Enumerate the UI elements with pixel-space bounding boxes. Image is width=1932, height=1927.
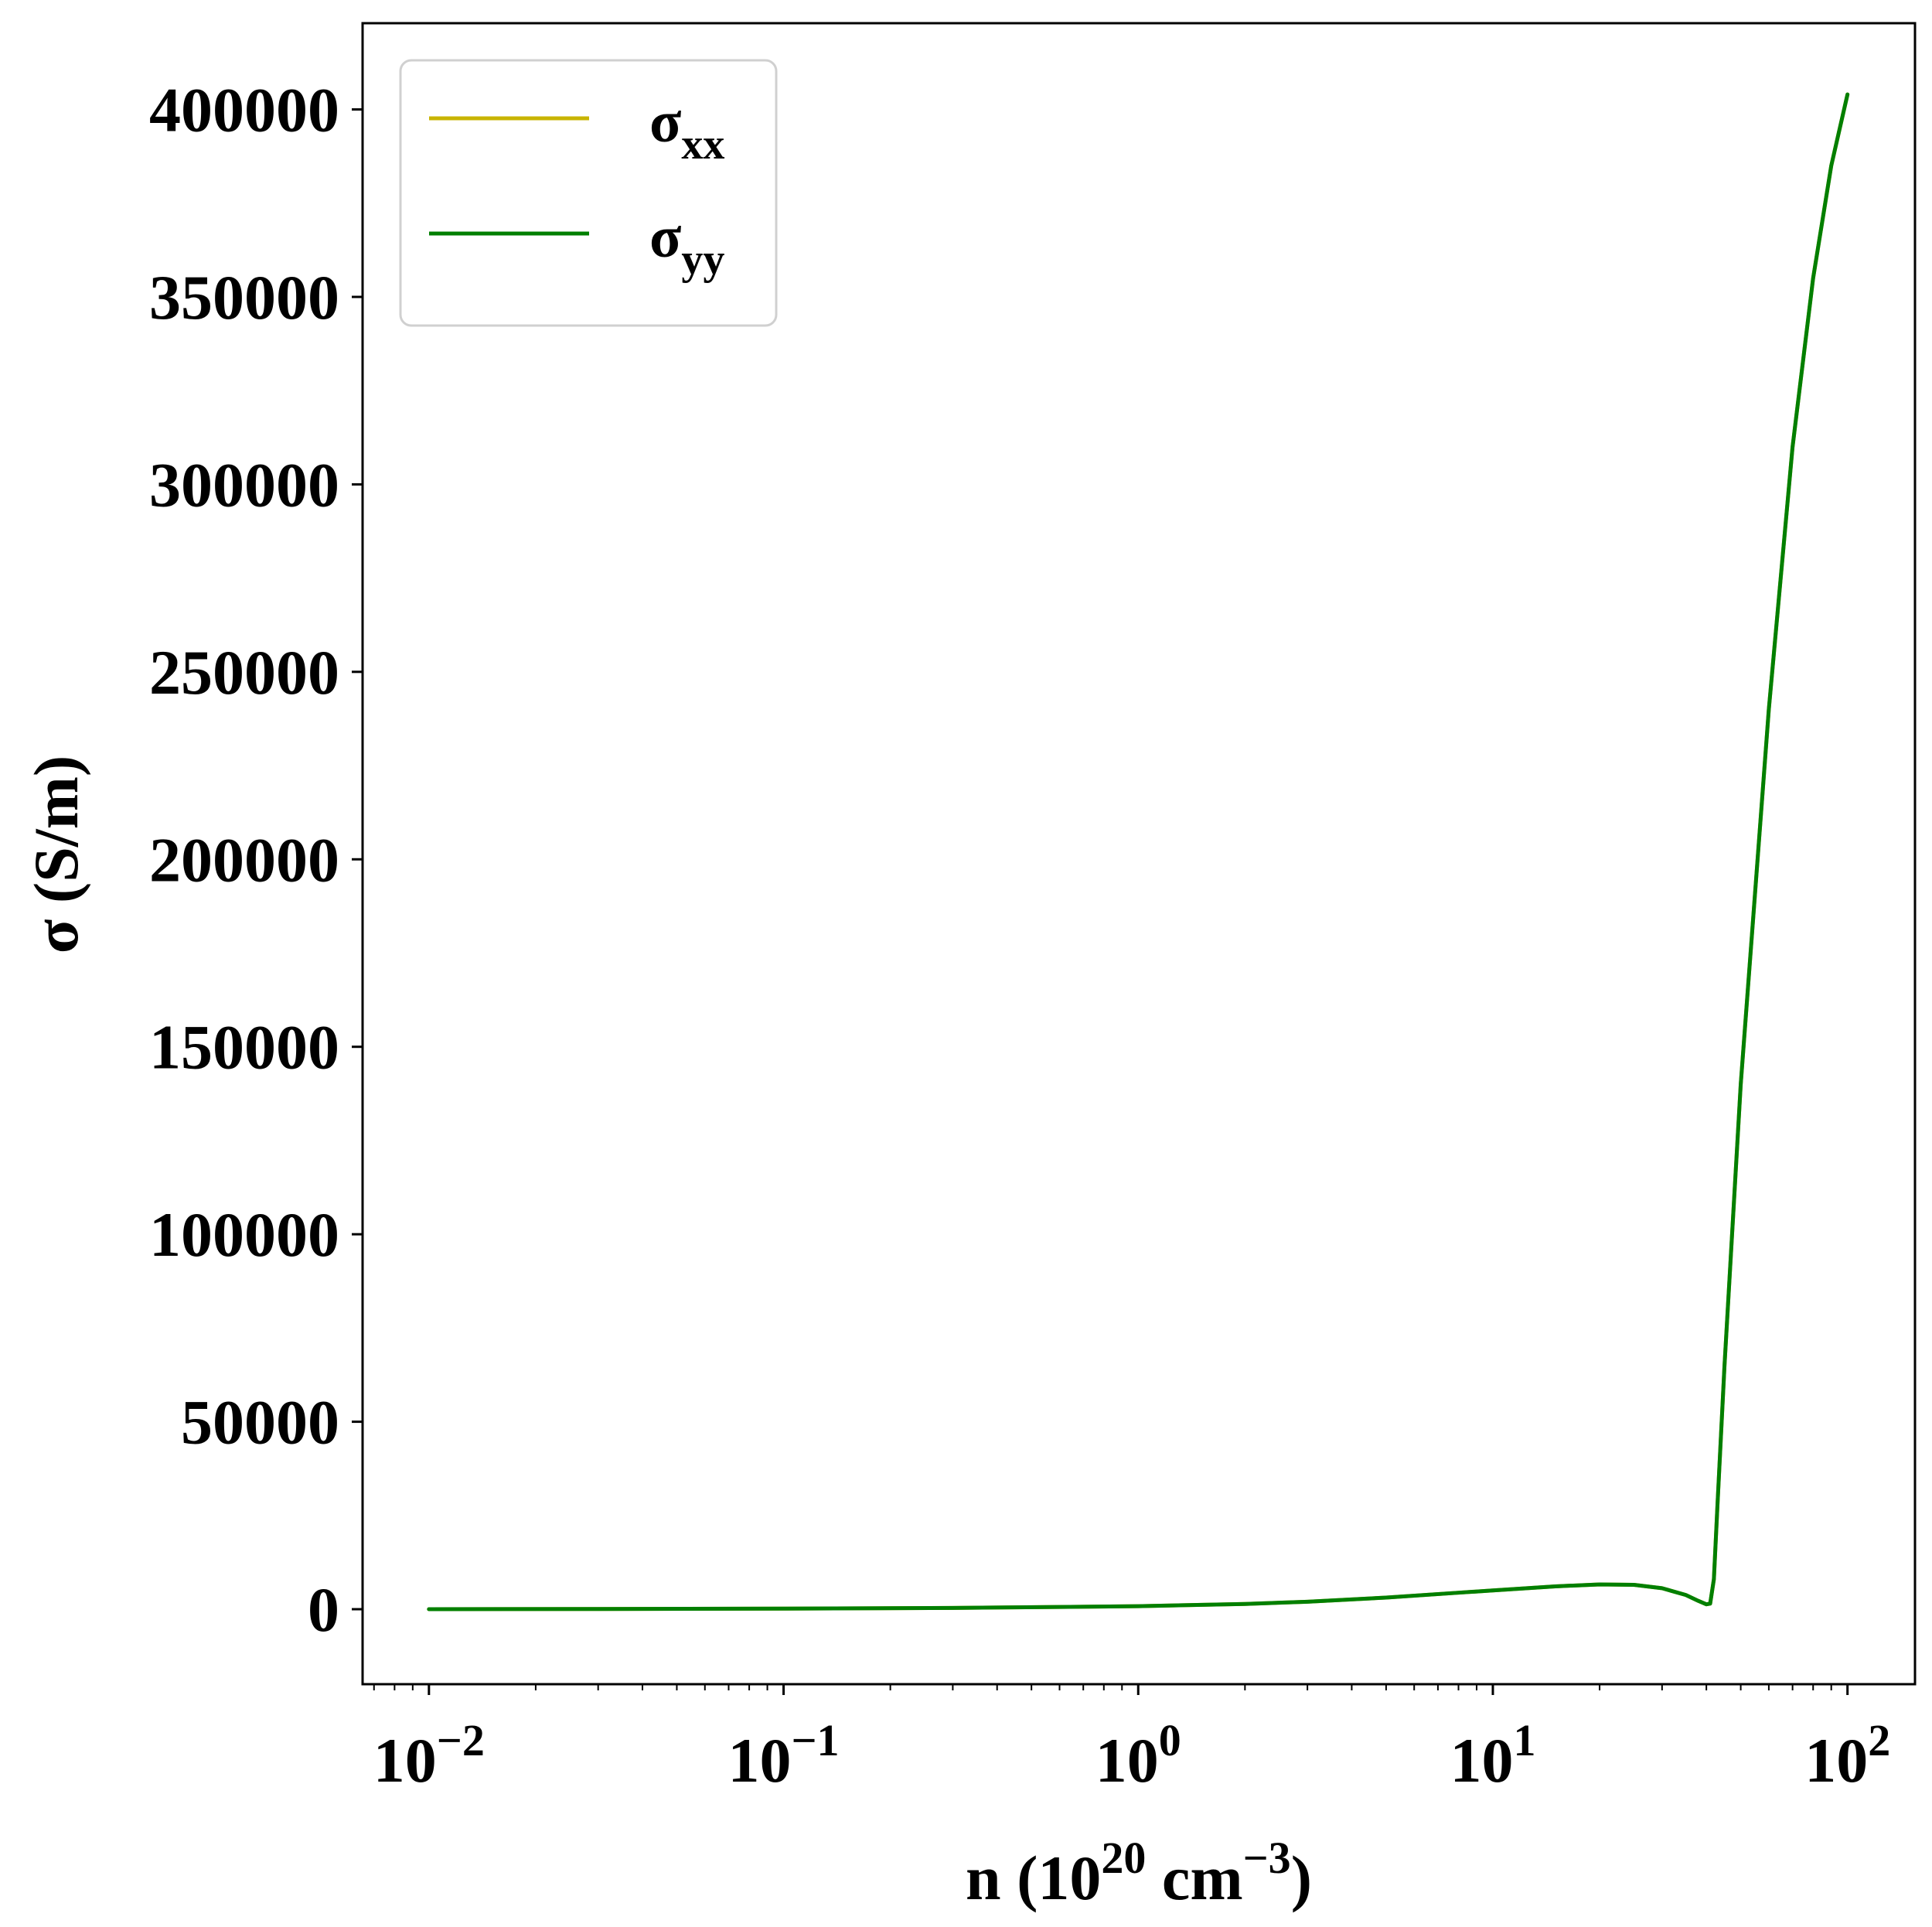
x-axis-title-suffix: ) [1291, 1843, 1312, 1913]
legend-label-sigma-xx-sub: xx [681, 121, 724, 169]
x-tick-label-exp: 0 [1159, 1715, 1181, 1765]
series-line-yy [427, 92, 1850, 1612]
x-tick-label-base: 10 [1450, 1725, 1513, 1796]
legend-label-sigma-xx: σxx [649, 90, 724, 169]
x-tick-label-base: 10 [373, 1725, 437, 1796]
y-tick-label: 300000 [149, 449, 339, 520]
y-tick-label: 400000 [149, 75, 339, 145]
legend-box [399, 59, 778, 327]
x-tick-label-base: 10 [728, 1725, 792, 1796]
x-tick-label-base: 10 [1095, 1725, 1159, 1796]
legend-label-sigma-yy-main: σ [649, 205, 681, 270]
series-layer [427, 92, 1850, 1612]
x-tick-label-base: 10 [1804, 1725, 1868, 1796]
x-tick-label: 102 [1804, 1715, 1890, 1796]
x-axis-title: n (1020 cm−3) [966, 1833, 1312, 1913]
legend-label-sigma-xx-main: σ [649, 90, 681, 155]
y-tick-label: 150000 [149, 1012, 339, 1083]
y-tick-label: 0 [308, 1574, 339, 1645]
legend: σxx σyy [399, 59, 778, 327]
y-tick-label: 50000 [181, 1387, 339, 1458]
y-tick-label: 250000 [149, 637, 339, 708]
x-tick-label-exp: −2 [437, 1715, 485, 1765]
y-tick-label: 200000 [149, 824, 339, 895]
x-axis-title-sup2: −3 [1243, 1833, 1291, 1883]
legend-label-sigma-yy: σyy [649, 205, 724, 284]
x-tick-label: 10−2 [373, 1715, 485, 1796]
legend-label-sigma-yy-sub: yy [681, 236, 724, 284]
y-axis-title: σ (S/m) [21, 755, 91, 953]
x-axis-title-sup1: 20 [1101, 1833, 1146, 1883]
x-tick-label: 10−1 [728, 1715, 840, 1796]
x-tick-label-exp: 2 [1868, 1715, 1890, 1765]
y-tick-label: 350000 [149, 262, 339, 333]
y-tick-label: 100000 [149, 1199, 339, 1270]
x-tick-label: 101 [1450, 1715, 1535, 1796]
x-tick-label-exp: −1 [792, 1715, 840, 1765]
x-tick-label: 100 [1095, 1715, 1181, 1796]
x-axis-title-mid: cm [1146, 1843, 1242, 1913]
x-axis-title-prefix: n (10 [966, 1843, 1101, 1913]
y-axis: 0 50000 100000 150000 200000 250000 300000 3500… [149, 75, 363, 1645]
x-tick-label-exp: 1 [1513, 1715, 1535, 1765]
x-axis: 10−2 10−1 100 101 102 [373, 1684, 1890, 1796]
